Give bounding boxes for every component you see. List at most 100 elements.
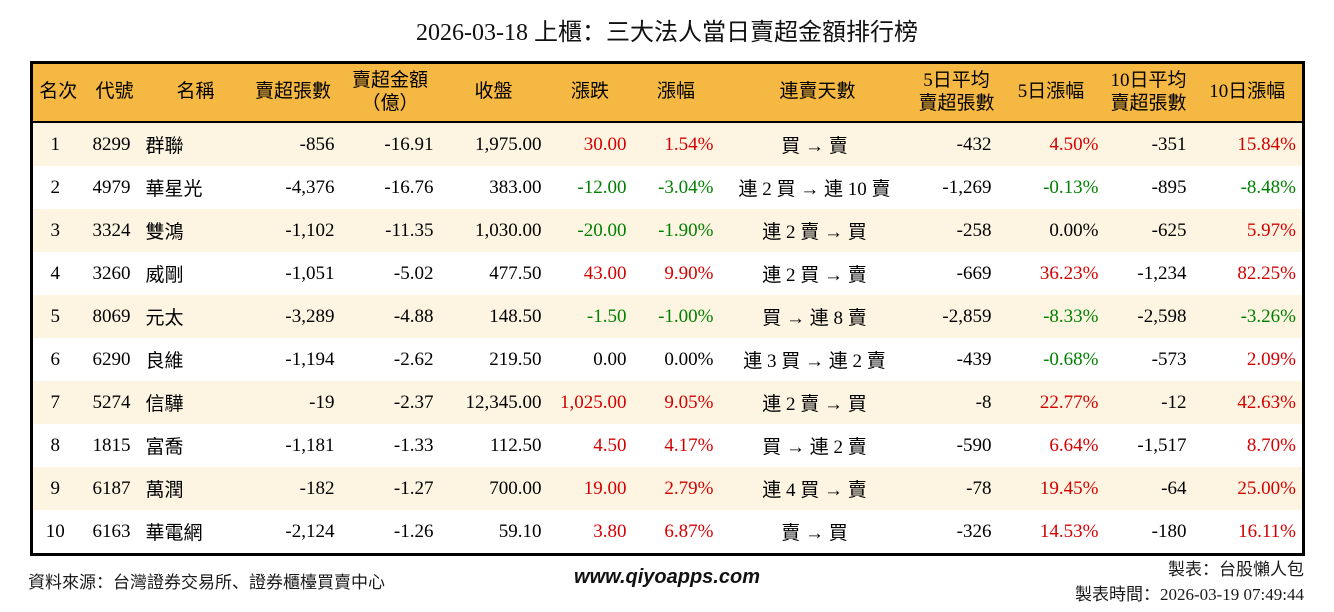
cell-change: -1.50 <box>586 305 627 327</box>
header-pct5: 5日漲幅 <box>997 62 1105 123</box>
cell-avg10-volume: -12 <box>1161 391 1187 413</box>
ranking-table: 名次 代號 名稱 賣超張數 賣超金額 （億） 收盤 漲跌 漲幅 連賣天數 5日平… <box>30 61 1305 556</box>
cell-sell-volume: -1,181 <box>285 434 335 456</box>
header-avg5-volume: 5日平均 賣超張數 <box>915 62 998 123</box>
header-rank: 名次 <box>31 62 84 123</box>
cell-pct10: 2.09% <box>1246 348 1296 370</box>
cell-pct5: -8.33% <box>1043 305 1099 327</box>
cell-close: 1,975.00 <box>475 133 542 155</box>
credits: 製表：台股懶人包 製表時間：2026-03-19 07:49:44 <box>1075 557 1304 607</box>
table-row: 2 4979 華星光 -4,376 -16.76 383.00 -12.00 -… <box>31 166 1304 209</box>
cell-streak: 賣 → 買 <box>781 523 848 544</box>
cell-change-pct: 1.54% <box>664 133 714 155</box>
cell-rank: 3 <box>50 219 61 241</box>
cell-close: 59.10 <box>498 520 542 542</box>
cell-sell-amount: -16.91 <box>384 133 434 155</box>
cell-close: 112.50 <box>489 434 542 456</box>
cell-sell-volume: -856 <box>299 133 335 155</box>
cell-pct10: 42.63% <box>1237 391 1296 413</box>
header-sell-volume: 賣超張數 <box>245 62 341 123</box>
cell-change-pct: -1.00% <box>658 305 714 327</box>
cell-rank: 5 <box>50 305 61 327</box>
cell-close: 148.50 <box>489 305 542 327</box>
cell-rank: 1 <box>50 133 61 155</box>
cell-close: 12,345.00 <box>465 391 542 413</box>
cell-avg10-volume: -2,598 <box>1137 305 1187 327</box>
cell-close: 1,030.00 <box>475 219 542 241</box>
table-row: 1 8299 群聯 -856 -16.91 1,975.00 30.00 1.5… <box>31 122 1304 166</box>
cell-sell-amount: -2.37 <box>393 391 434 413</box>
table-header: 名次 代號 名稱 賣超張數 賣超金額 （億） 收盤 漲跌 漲幅 連賣天數 5日平… <box>31 62 1304 123</box>
cell-sell-volume: -4,376 <box>285 176 335 198</box>
cell-change: 1,025.00 <box>560 391 627 413</box>
cell-name: 良維 <box>145 351 184 372</box>
cell-sell-amount: -11.35 <box>385 219 434 241</box>
cell-avg5-volume: -669 <box>956 262 992 284</box>
header-row: 名次 代號 名稱 賣超張數 賣超金額 （億） 收盤 漲跌 漲幅 連賣天數 5日平… <box>31 62 1304 123</box>
header-name: 名稱 <box>145 62 246 123</box>
cell-name: 元太 <box>145 308 184 329</box>
cell-sell-volume: -1,194 <box>285 348 335 370</box>
cell-pct5: -0.13% <box>1043 176 1099 198</box>
header-streak: 連賣天數 <box>719 62 916 123</box>
cell-rank: 2 <box>50 176 61 198</box>
cell-streak: 連 2 買 → 連 10 賣 <box>738 179 891 200</box>
header-change: 漲跌 <box>547 62 633 123</box>
cell-pct5: 0.00% <box>1049 219 1099 241</box>
cell-close: 219.50 <box>489 348 542 370</box>
cell-pct5: 4.50% <box>1049 133 1099 155</box>
cell-code: 6290 <box>92 348 131 370</box>
cell-sell-volume: -2,124 <box>285 520 335 542</box>
cell-avg5-volume: -8 <box>975 391 992 413</box>
cell-avg10-volume: -64 <box>1161 477 1187 499</box>
cell-change: -20.00 <box>577 219 627 241</box>
cell-change-pct: 9.05% <box>664 391 714 413</box>
author-note: 製表：台股懶人包 <box>1168 560 1304 579</box>
cell-change-pct: 2.79% <box>664 477 714 499</box>
cell-close: 700.00 <box>489 477 542 499</box>
cell-code: 8299 <box>92 133 131 155</box>
cell-sell-amount: -2.62 <box>393 348 434 370</box>
cell-avg5-volume: -78 <box>966 477 992 499</box>
table-row: 10 6163 華電網 -2,124 -1.26 59.10 3.80 6.87… <box>31 510 1304 555</box>
footer: 資料來源：台灣證券交易所、證券櫃檯買賣中心 www.qiyoapps.com 製… <box>0 556 1334 610</box>
cell-pct5: -0.68% <box>1043 348 1099 370</box>
cell-name: 萬潤 <box>145 480 184 501</box>
cell-change-pct: -1.90% <box>658 219 714 241</box>
cell-change: 30.00 <box>583 133 627 155</box>
cell-sell-amount: -1.33 <box>393 434 434 456</box>
cell-code: 3324 <box>92 219 131 241</box>
cell-sell-amount: -1.26 <box>393 520 434 542</box>
cell-change: 4.50 <box>593 434 627 456</box>
cell-pct5: 19.45% <box>1039 477 1099 499</box>
cell-code: 6163 <box>92 520 131 542</box>
header-close: 收盤 <box>439 62 548 123</box>
cell-code: 4979 <box>92 176 131 198</box>
cell-pct5: 36.23% <box>1039 262 1099 284</box>
header-pct10: 10日漲幅 <box>1192 62 1304 123</box>
cell-code: 6187 <box>92 477 131 499</box>
cell-rank: 4 <box>50 262 61 284</box>
cell-sell-amount: -1.27 <box>393 477 434 499</box>
cell-rank: 10 <box>45 520 65 542</box>
cell-pct10: 8.70% <box>1246 434 1296 456</box>
cell-avg10-volume: -895 <box>1151 176 1187 198</box>
cell-sell-volume: -3,289 <box>285 305 335 327</box>
cell-change-pct: 6.87% <box>664 520 714 542</box>
cell-avg10-volume: -1,517 <box>1137 434 1187 456</box>
cell-change: 19.00 <box>583 477 627 499</box>
cell-avg10-volume: -1,234 <box>1137 262 1187 284</box>
cell-close: 383.00 <box>489 176 542 198</box>
cell-code: 5274 <box>92 391 131 413</box>
cell-avg5-volume: -326 <box>956 520 992 542</box>
cell-pct10: 5.97% <box>1246 219 1296 241</box>
header-sell-amount: 賣超金額 （億） <box>340 62 440 123</box>
cell-sell-amount: -5.02 <box>393 262 434 284</box>
table-row: 8 1815 富喬 -1,181 -1.33 112.50 4.50 4.17%… <box>31 424 1304 467</box>
table-row: 4 3260 威剛 -1,051 -5.02 477.50 43.00 9.90… <box>31 252 1304 295</box>
cell-change: 43.00 <box>583 262 627 284</box>
cell-avg10-volume: -351 <box>1151 133 1187 155</box>
cell-close: 477.50 <box>489 262 542 284</box>
cell-change-pct: -3.04% <box>658 176 714 198</box>
cell-streak: 連 3 買 → 連 2 賣 <box>743 351 886 372</box>
